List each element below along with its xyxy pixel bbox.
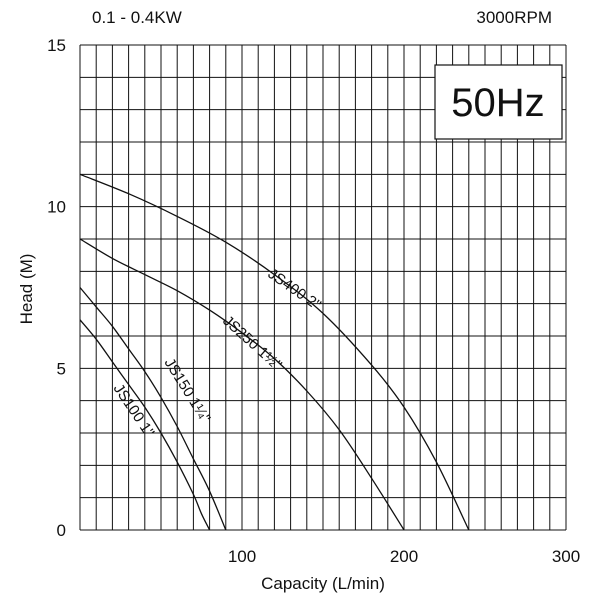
y-axis-label: Head (M) [17, 254, 36, 325]
speed-label: 3000RPM [476, 8, 552, 27]
curve-label-js250: JS250 1½" [219, 312, 285, 373]
x-axis-label: Capacity (L/min) [261, 574, 385, 593]
chart-grid [79, 44, 567, 531]
curve-labels: JS100 1" JS150 1¼"JS250 1½"JS400 2" [110, 265, 324, 440]
x-tick-label: 100 [228, 547, 256, 566]
curve-js400 [79, 173, 470, 531]
curve-label-js100: JS100 1" [110, 381, 158, 441]
y-tick-label: 15 [47, 36, 66, 55]
frequency-box [434, 64, 563, 140]
x-tick-label: 300 [552, 547, 580, 566]
chart-curves [79, 173, 470, 531]
curve-js150 [79, 287, 227, 531]
curve-label-js400: JS400 2" [265, 265, 324, 314]
y-tick-label: 10 [47, 198, 66, 217]
curve-js100 [79, 319, 211, 531]
curve-js250 [79, 238, 405, 531]
curve-label-js150: JS150 1¼" [161, 355, 214, 426]
y-tick-label: 0 [57, 521, 66, 540]
power-range-label: 0.1 - 0.4KW [92, 8, 182, 27]
chart-ticks: 100 200 300 0 5 10 15 [47, 36, 580, 566]
y-tick-label: 5 [57, 359, 66, 378]
frequency-annotation: 50Hz [451, 81, 544, 125]
x-tick-label: 200 [390, 547, 418, 566]
